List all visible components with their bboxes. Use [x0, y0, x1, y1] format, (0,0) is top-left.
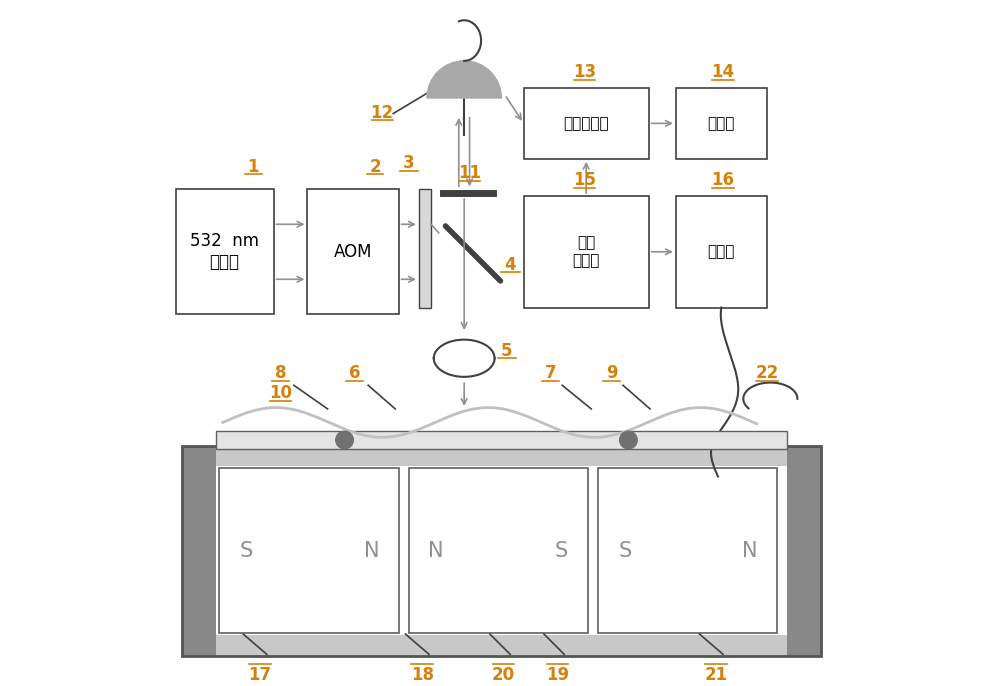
Text: 21: 21 — [705, 666, 728, 684]
Text: N: N — [364, 541, 379, 561]
Text: 1: 1 — [248, 158, 259, 176]
FancyBboxPatch shape — [524, 196, 649, 307]
Text: AOM: AOM — [334, 243, 372, 261]
FancyBboxPatch shape — [419, 189, 431, 307]
Text: 8: 8 — [275, 364, 286, 382]
FancyBboxPatch shape — [787, 446, 821, 656]
Text: 4: 4 — [504, 256, 516, 274]
FancyBboxPatch shape — [216, 446, 787, 466]
Text: 22: 22 — [755, 364, 779, 382]
Circle shape — [336, 431, 353, 449]
Wedge shape — [427, 61, 501, 98]
FancyBboxPatch shape — [676, 88, 767, 159]
Text: 微波
频率源: 微波 频率源 — [572, 235, 600, 268]
Text: S: S — [240, 541, 253, 561]
Text: 10: 10 — [269, 384, 292, 402]
Text: 12: 12 — [370, 104, 393, 121]
Text: 放大器: 放大器 — [708, 244, 735, 259]
FancyBboxPatch shape — [676, 196, 767, 307]
Text: 18: 18 — [411, 666, 434, 684]
Text: 20: 20 — [492, 666, 515, 684]
Text: S: S — [618, 541, 632, 561]
FancyBboxPatch shape — [524, 88, 649, 159]
Text: N: N — [428, 541, 444, 561]
Text: 示波器: 示波器 — [708, 116, 735, 131]
Text: 15: 15 — [573, 172, 596, 189]
Text: 16: 16 — [712, 172, 735, 189]
Text: N: N — [742, 541, 758, 561]
FancyBboxPatch shape — [598, 469, 777, 633]
FancyBboxPatch shape — [219, 469, 399, 633]
Text: 11: 11 — [458, 165, 481, 182]
Text: 3: 3 — [403, 154, 415, 172]
Text: S: S — [554, 541, 567, 561]
FancyBboxPatch shape — [307, 189, 399, 314]
Text: 14: 14 — [711, 63, 735, 81]
Text: 19: 19 — [546, 666, 569, 684]
FancyBboxPatch shape — [182, 446, 216, 656]
Text: 锁相放大器: 锁相放大器 — [563, 116, 609, 131]
Circle shape — [620, 431, 637, 449]
Text: 9: 9 — [606, 364, 617, 382]
Text: 13: 13 — [573, 63, 596, 81]
Text: 2: 2 — [369, 158, 381, 176]
Text: 532  nm
激光器: 532 nm 激光器 — [190, 233, 259, 271]
Text: 6: 6 — [349, 364, 360, 382]
Text: 7: 7 — [545, 364, 557, 382]
FancyBboxPatch shape — [216, 431, 787, 449]
FancyBboxPatch shape — [216, 635, 787, 656]
Text: 17: 17 — [248, 666, 272, 684]
FancyBboxPatch shape — [409, 469, 588, 633]
FancyBboxPatch shape — [176, 189, 274, 314]
Text: 5: 5 — [501, 342, 513, 359]
